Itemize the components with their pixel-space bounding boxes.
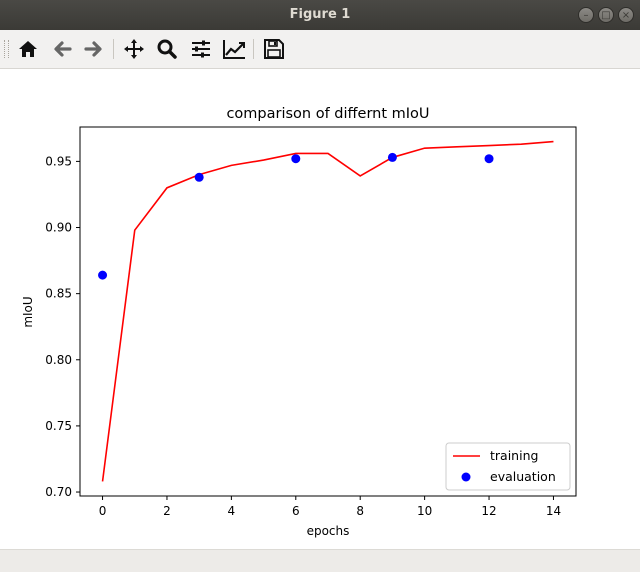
legend-box [445,442,571,491]
plot-area-frame [79,126,577,497]
legend-marker-evaluation [461,472,471,482]
y-tick-label: 0.90 [45,221,72,235]
zoom-icon [157,39,177,59]
x-axis-label: epochs [307,524,350,538]
maximize-button[interactable]: □ [598,7,614,23]
y-tick-label: 0.80 [45,353,72,367]
pan-button[interactable] [121,36,147,62]
home-icon [19,41,37,57]
x-tick-label: 4 [228,504,236,518]
toolbar-separator [253,39,254,59]
home-button[interactable] [15,36,41,62]
legend-label: evaluation [490,469,556,484]
chart-title: comparison of differnt mIoU [226,106,429,122]
data-point-evaluation [291,154,301,164]
legend: training evaluation [445,442,571,491]
back-button[interactable] [49,36,75,62]
minimize-button[interactable]: – [578,7,594,23]
forward-button[interactable] [81,36,107,62]
x-tick-label: 0 [99,504,107,518]
edit-axis-button[interactable] [221,36,247,62]
line-chart: comparison of differnt mIoU 0 2 4 6 8 10 12 14 0… [21,106,577,538]
edit-axis-icon [223,40,245,59]
legend-label: training [490,448,538,463]
x-tick-label: 10 [417,504,432,518]
save-icon [264,39,284,59]
status-bar [0,549,640,572]
x-tick-label: 6 [292,504,300,518]
toolbar-grip [4,40,9,58]
forward-arrow-icon [84,41,102,57]
zoom-button[interactable] [154,36,180,62]
configure-subplots-icon [192,40,210,58]
y-axis-label: mIoU [21,296,35,327]
y-tick-label: 0.85 [45,287,72,301]
x-tick-label: 12 [481,504,496,518]
x-tick-label: 8 [356,504,364,518]
save-button[interactable] [261,36,287,62]
back-arrow-icon [54,41,72,57]
window-titlebar: Figure 1 – □ × [0,0,640,30]
y-tick-label: 0.95 [45,154,72,168]
y-tick-label: 0.70 [45,485,72,499]
x-tick-label: 2 [163,504,171,518]
window-title: Figure 1 [289,7,351,22]
move-icon [124,39,144,59]
close-button[interactable]: × [618,7,634,23]
configure-subplots-button[interactable] [188,36,214,62]
data-point-evaluation [484,154,494,164]
y-tick-label: 0.75 [45,419,72,433]
data-point-evaluation [387,152,397,162]
data-point-evaluation [98,270,108,280]
series-line-training [101,140,554,482]
figure-canvas[interactable]: comparison of differnt mIoU 0 2 4 6 8 10 12 14 0… [0,69,640,549]
x-tick-label: 14 [546,504,561,518]
toolbar [0,30,640,69]
toolbar-separator [113,39,114,59]
data-point-evaluation [194,172,204,182]
